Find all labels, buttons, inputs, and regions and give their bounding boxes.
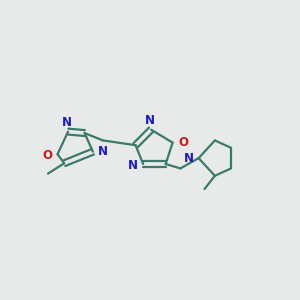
Text: N: N [61, 116, 72, 129]
Text: N: N [145, 114, 154, 127]
Text: N: N [184, 152, 194, 165]
Text: O: O [42, 149, 52, 162]
Text: N: N [98, 145, 108, 158]
Text: O: O [178, 136, 188, 149]
Text: N: N [128, 159, 138, 172]
